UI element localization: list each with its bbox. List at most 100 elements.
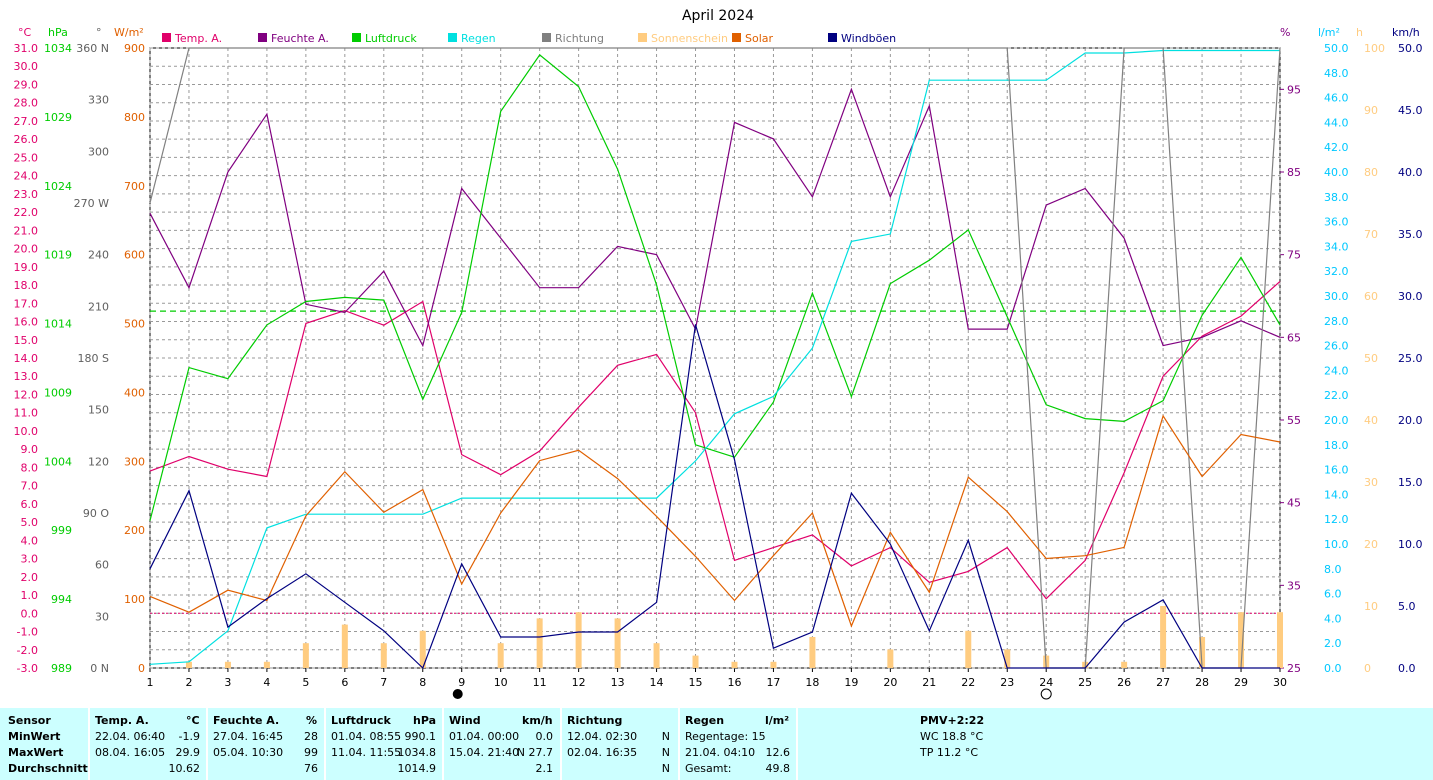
windchill-value: WC 18.8 °C (920, 730, 984, 743)
x-tick-label: 3 (224, 676, 231, 689)
x-tick-label: 24 (1039, 676, 1053, 689)
sunshine-tick-label: 0 (1364, 662, 1371, 675)
pressure-unit: hPa (413, 714, 437, 727)
sunshine-bar (497, 643, 504, 668)
sunshine-tick-label: 100 (1364, 42, 1385, 55)
wind-tick-label: 15.0 (1398, 476, 1423, 489)
direction-tick-label: 30 (95, 610, 109, 623)
x-tick-label: 16 (727, 676, 741, 689)
new-moon-icon (452, 689, 463, 699)
rain-tick-label: 32.0 (1324, 265, 1349, 278)
direction-tick-label: 60 (95, 559, 109, 572)
chart-title: April 2024 (682, 8, 754, 24)
x-tick-label: 9 (458, 676, 465, 689)
temp-max-value: 29.9 (175, 746, 201, 759)
legend-swatch (732, 33, 741, 42)
legend-swatch (352, 33, 361, 42)
sunshine-tick-label: 60 (1364, 290, 1378, 303)
direction-header: Richtung (567, 714, 623, 727)
temp-tick-label: 25.0 (14, 151, 39, 164)
legend-swatch (258, 33, 267, 42)
radiation-tick-label: 300 (124, 455, 145, 468)
humidity-header: Feuchte A. (213, 714, 280, 727)
axes-layer: 1 2 3 4 5 6 7 8 9 10 11 12 13 14 15 16 17 18 19 20 21 22 23 24 2… (14, 26, 1423, 700)
rain-tick-label: 0.0 (1324, 662, 1342, 675)
x-tick-label: 11 (533, 676, 547, 689)
radiation-tick-label: 800 (124, 111, 145, 124)
humidity-tick-label: 45 (1287, 497, 1301, 510)
temp-tick-label: 0.0 (21, 607, 39, 620)
series-line-feuchte-a- (149, 87, 1281, 348)
wind-max-value: N 27.7 (516, 746, 553, 759)
sunshine-bar (1277, 612, 1283, 668)
temp-tick-label: 6.0 (21, 498, 39, 511)
humidity-min-date: 27.04. 16:45 (213, 730, 284, 743)
temp-tick-label: 18.0 (14, 279, 39, 292)
wind-min-date: 01.04. 00:00 (449, 730, 520, 743)
rain-tick-label: 48.0 (1324, 67, 1349, 80)
temp-header: Temp. A. (95, 714, 149, 727)
sunshine-bar (224, 661, 231, 668)
legend-label: Feuchte A. (271, 32, 329, 45)
humidity-tick-label: 65 (1287, 331, 1301, 344)
series-lines (149, 47, 1281, 670)
direction-max-date: 02.04. 16:35 (567, 746, 638, 759)
rain-tick-label: 30.0 (1324, 290, 1349, 303)
x-tick-label: 29 (1234, 676, 1248, 689)
sunshine-tick-label: 50 (1364, 352, 1378, 365)
direction-tick-label: 240 (88, 249, 109, 262)
temp-tick-label: 24.0 (14, 170, 39, 183)
radiation-tick-label: 700 (124, 180, 145, 193)
legend-swatch (542, 33, 551, 42)
pressure-tick-label: 1004 (44, 455, 72, 468)
rain-tick-label: 36.0 (1324, 216, 1349, 229)
wind-unit: km/h (522, 714, 553, 727)
wind-tick-label: 0.0 (1398, 662, 1416, 675)
x-tick-label: 5 (302, 676, 309, 689)
sunshine-bar (1121, 661, 1128, 668)
rain-tick-label: 50.0 (1324, 42, 1349, 55)
wind-min-value: 0.0 (535, 730, 554, 743)
rain-tick-label: 16.0 (1324, 464, 1349, 477)
direction-tick-label: 330 (88, 94, 109, 107)
pressure-tick-label: 1019 (44, 249, 72, 262)
temp-tick-label: 19.0 (14, 261, 39, 274)
temp-avg-value: 10.62 (168, 762, 201, 775)
sunshine-tick-label: 70 (1364, 228, 1378, 241)
sunshine-bar (419, 630, 426, 668)
rain-total-value: 49.8 (765, 762, 791, 775)
temp-tick-label: 22.0 (14, 206, 39, 219)
direction-tick-label: 150 (88, 404, 109, 417)
row-min-label: MinWert (8, 730, 61, 743)
humidity-unit: % (306, 714, 318, 727)
wind-tick-label: 10.0 (1398, 538, 1423, 551)
wind-tick-label: 25.0 (1398, 352, 1423, 365)
humidity-tick-label: 85 (1287, 166, 1301, 179)
wind-header: Wind (449, 714, 481, 727)
x-tick-label: 2 (185, 676, 192, 689)
rain-tick-label: 18.0 (1324, 439, 1349, 452)
legend-label: Sonnenschein (651, 32, 728, 45)
series-line-windb-en (149, 324, 1280, 670)
rain-tick-label: 20.0 (1324, 414, 1349, 427)
pressure-tick-label: 1024 (44, 180, 72, 193)
pressure-tick-label: 1029 (44, 111, 72, 124)
x-tick-label: 28 (1195, 676, 1209, 689)
temp-tick-label: 27.0 (14, 115, 39, 128)
temp-tick-label: 9.0 (21, 443, 39, 456)
temp-tick-label: 20.0 (14, 243, 39, 256)
wind-tick-label: 50.0 (1398, 42, 1423, 55)
rain-max-date: 21.04. 04:10 (685, 746, 756, 759)
direction-unit-label: ° (96, 26, 102, 39)
direction-tick-label: 0 N (90, 662, 109, 675)
temp-tick-label: 13.0 (14, 370, 39, 383)
temp-tick-label: 7.0 (21, 480, 39, 493)
pressure-avg-value: 1014.9 (397, 762, 437, 775)
x-tick-label: 10 (494, 676, 508, 689)
sunshine-bar (185, 661, 192, 668)
sunshine-tick-label: 40 (1364, 414, 1378, 427)
direction-tick-label: 120 (88, 455, 109, 468)
humidity-max-date: 05.04. 10:30 (213, 746, 284, 759)
series-line-luftdruck (149, 54, 1281, 521)
row-max-label: MaxWert (8, 746, 64, 759)
